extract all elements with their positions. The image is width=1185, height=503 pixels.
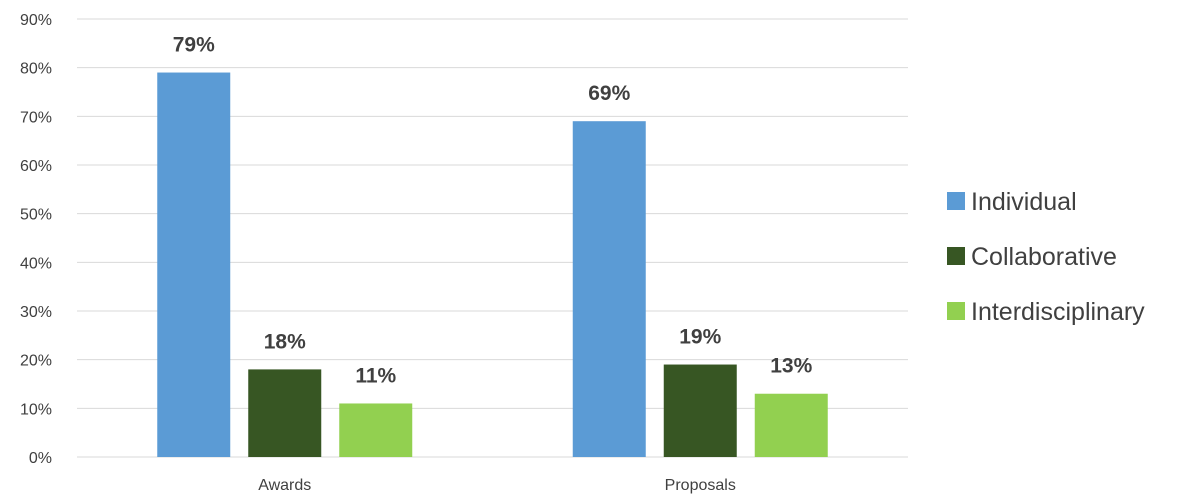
legend-label: Interdisciplinary [971, 298, 1145, 326]
y-tick-label: 40% [20, 255, 52, 272]
data-label: 11% [355, 364, 396, 387]
x-axis-category-labels: Awards Proposals [258, 477, 736, 494]
y-tick-label: 20% [20, 353, 52, 370]
data-label: 18% [264, 330, 306, 353]
data-labels: 79% 18% 11% 69% 19% 13% [173, 34, 813, 388]
legend-swatch-collaborative [947, 247, 965, 265]
bar-collaborative-proposals [663, 364, 737, 457]
bar-interdisciplinary-proposals [754, 393, 828, 457]
data-label: 69% [588, 82, 630, 105]
y-tick-label: 0% [29, 450, 52, 467]
legend-swatch-interdisciplinary [947, 302, 965, 320]
y-tick-label: 60% [20, 158, 52, 175]
data-label: 19% [679, 326, 721, 349]
data-label: 79% [173, 34, 215, 57]
x-category-label: Proposals [665, 477, 736, 494]
y-tick-label: 50% [20, 207, 52, 224]
y-tick-label: 90% [20, 12, 52, 29]
y-tick-label: 80% [20, 61, 52, 78]
bar-individual-awards [157, 72, 231, 458]
legend: Individual Collaborative Interdisciplinary [947, 188, 1145, 326]
bar-individual-proposals [572, 121, 646, 457]
y-tick-label: 10% [20, 401, 52, 418]
bars [157, 72, 828, 458]
y-tick-label: 70% [20, 109, 52, 126]
x-category-label: Awards [258, 477, 311, 494]
legend-label: Collaborative [971, 243, 1117, 271]
y-tick-label: 30% [20, 304, 52, 321]
data-label: 13% [770, 355, 812, 378]
bar-collaborative-awards [248, 369, 322, 457]
legend-swatch-individual [947, 192, 965, 210]
bar-interdisciplinary-awards [339, 403, 413, 457]
y-axis-tick-labels: 0% 10% 20% 30% 40% 50% 60% 70% 80% 90% [20, 12, 52, 467]
legend-label: Individual [971, 188, 1077, 216]
